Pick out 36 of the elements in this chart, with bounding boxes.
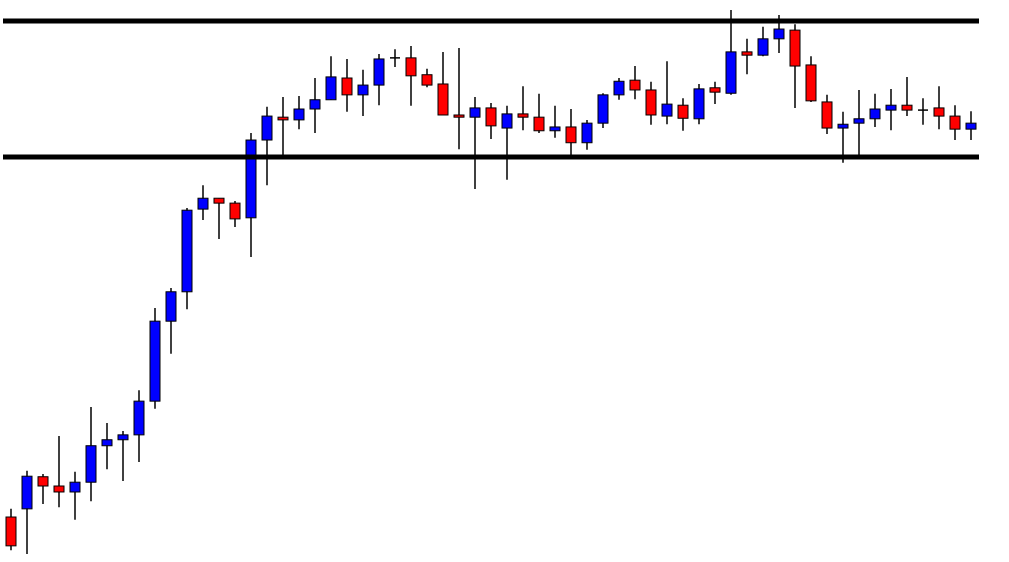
candlestick bbox=[613, 77, 625, 101]
candlestick bbox=[965, 110, 977, 141]
candlestick bbox=[229, 200, 241, 228]
candlestick bbox=[677, 97, 689, 132]
candlestick bbox=[293, 95, 305, 130]
candlestick bbox=[933, 85, 945, 130]
candlestick bbox=[533, 93, 545, 134]
candlestick bbox=[197, 184, 209, 221]
candlestick bbox=[453, 47, 465, 151]
candlestick bbox=[709, 81, 721, 105]
candlestick bbox=[101, 422, 113, 470]
candlestick bbox=[869, 93, 881, 128]
candlestick bbox=[117, 430, 129, 482]
candlestick bbox=[357, 69, 369, 117]
candlestick bbox=[485, 102, 497, 140]
candlestick bbox=[629, 65, 641, 100]
candlestick bbox=[37, 473, 49, 505]
candlestick bbox=[661, 60, 673, 125]
candlestick bbox=[949, 104, 961, 141]
candlestick bbox=[901, 76, 913, 117]
candlestick bbox=[341, 58, 353, 113]
candlestick bbox=[421, 68, 433, 88]
candlestick bbox=[325, 55, 337, 101]
candlestick bbox=[389, 48, 401, 68]
candlestick bbox=[757, 26, 769, 57]
candlestick bbox=[581, 119, 593, 151]
candlestick bbox=[517, 85, 529, 131]
candlestick bbox=[917, 97, 929, 126]
candlestick bbox=[885, 88, 897, 131]
candlestick bbox=[741, 38, 753, 75]
candlestick bbox=[309, 77, 321, 134]
candlestick bbox=[53, 435, 65, 508]
candlestick bbox=[69, 471, 81, 521]
candlestick bbox=[213, 197, 225, 240]
candlestick bbox=[405, 45, 417, 107]
candlestick bbox=[549, 104, 561, 139]
